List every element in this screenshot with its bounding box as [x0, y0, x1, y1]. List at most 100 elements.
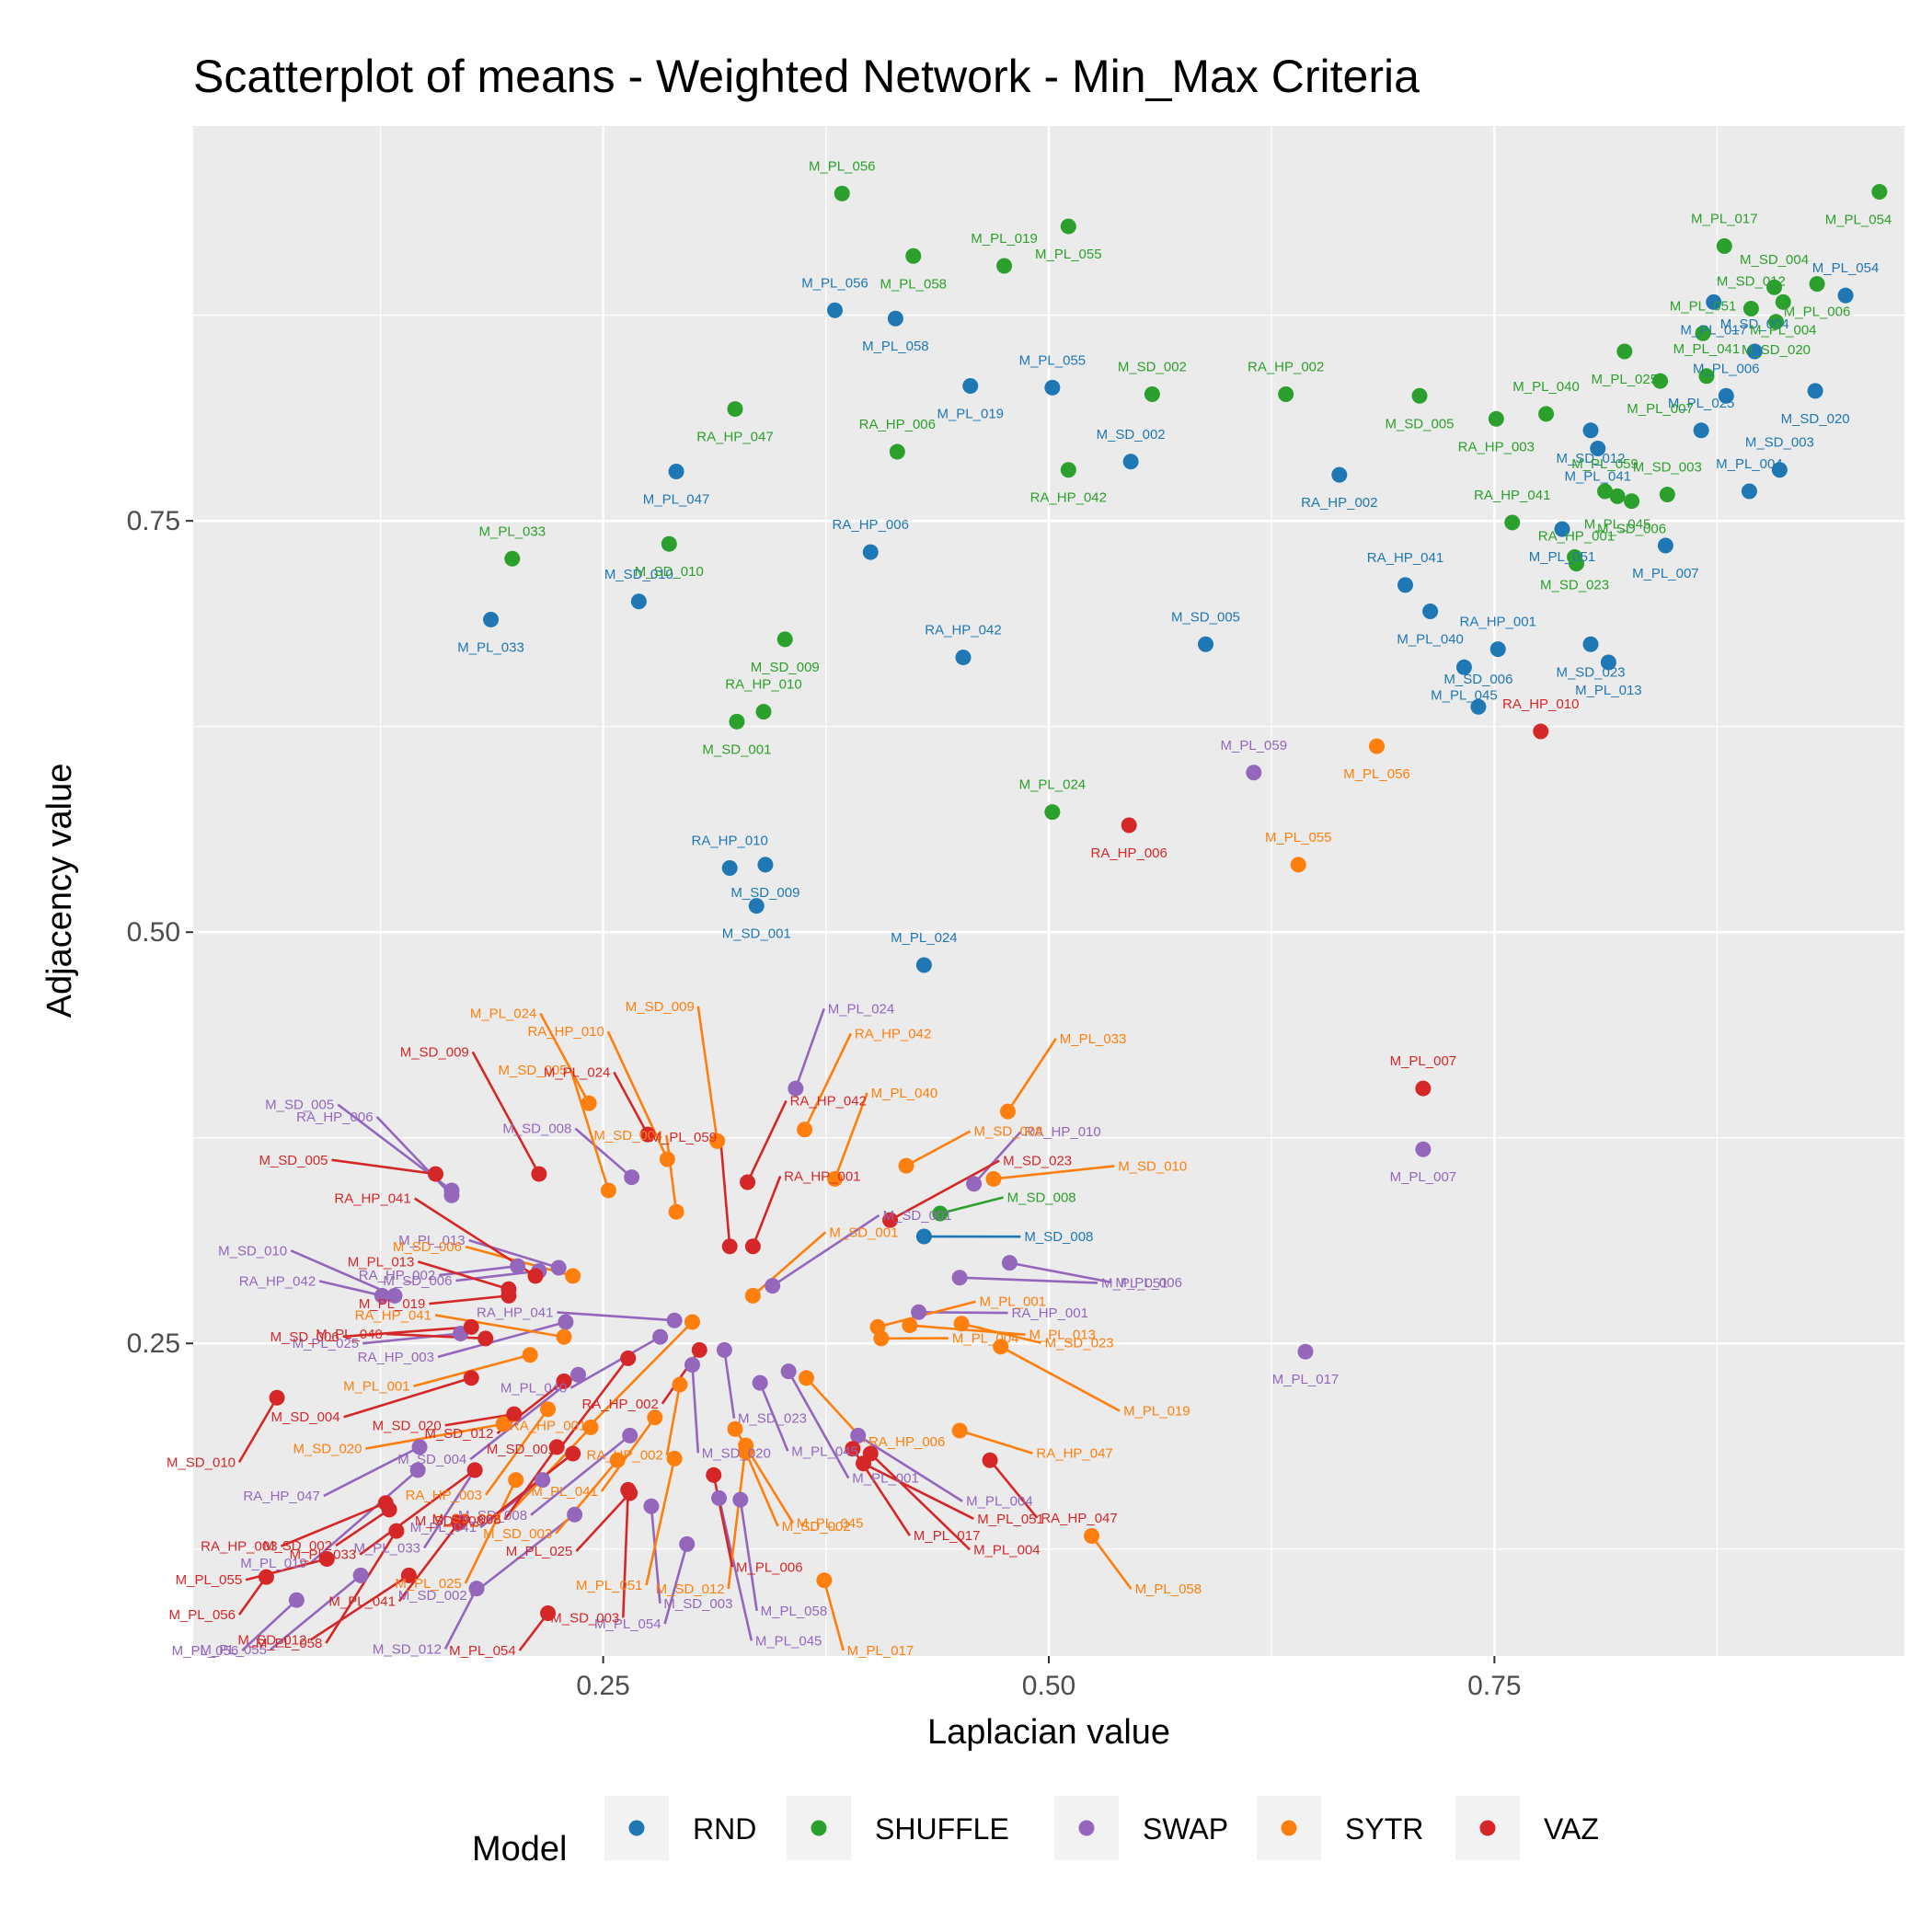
leader-line — [1009, 1261, 1112, 1284]
data-label: M_PL_017 — [1680, 322, 1747, 338]
data-label: M_SD_009 — [400, 1044, 469, 1060]
leader-line — [589, 1321, 694, 1427]
leader-line — [665, 1384, 682, 1455]
data-label: M_SD_020 — [293, 1442, 362, 1457]
data-label: M_PL_017 — [1272, 1372, 1340, 1387]
data-label: M_SD_003 — [483, 1526, 552, 1542]
leader-line — [385, 1332, 486, 1340]
leader-line — [335, 1508, 390, 1547]
x-axis-title: Laplacian value — [927, 1713, 1170, 1752]
point-rnd — [1554, 521, 1570, 537]
data-label: M_PL_055 — [1265, 830, 1332, 845]
data-label: M_SD_001 — [883, 1208, 952, 1224]
point-sytr — [495, 1416, 512, 1432]
data-label: M_SD_020 — [1781, 411, 1850, 427]
leader-line — [569, 1069, 610, 1191]
point-rnd — [827, 302, 843, 318]
data-label: M_SD_009 — [730, 885, 799, 901]
data-label: M_PL_013 — [1029, 1328, 1096, 1343]
leader-line — [905, 1130, 972, 1167]
leader-line — [575, 1492, 631, 1553]
point-rnd — [1657, 537, 1673, 554]
point-sytr — [672, 1376, 688, 1393]
data-label: M_PL_004 — [966, 1494, 1033, 1510]
data-label: M_PL_059 — [1571, 456, 1639, 472]
data-label: M_SD_010 — [604, 567, 673, 582]
data-label: RA_HP_047 — [1036, 1446, 1112, 1462]
data-label: RA_HP_041 — [334, 1191, 410, 1207]
data-points — [258, 184, 1888, 1622]
data-label: M_SD_009 — [626, 999, 695, 1015]
data-label: M_PL_033 — [1060, 1031, 1127, 1047]
point-sytr — [985, 1170, 1002, 1187]
data-label: M_SD_003 — [1745, 435, 1814, 451]
data-label: M_SD_004 — [1720, 316, 1789, 332]
point-sytr — [799, 1370, 814, 1386]
data-label: M_PL_025 — [293, 1336, 360, 1351]
data-label: M_PL_040 — [1512, 379, 1580, 395]
leader-line — [989, 1459, 1039, 1519]
point-swap — [765, 1278, 781, 1294]
point-vaz — [428, 1166, 443, 1182]
leader-line — [557, 1311, 675, 1322]
data-label: RA_HP_006 — [868, 1434, 945, 1450]
point-shuffle — [1659, 487, 1675, 503]
point-sytr — [816, 1572, 833, 1589]
point-shuffle — [1616, 343, 1633, 360]
point-vaz — [269, 1389, 285, 1406]
point-swap — [288, 1592, 305, 1608]
leader-line — [877, 1300, 976, 1328]
data-label: M_PL_025 — [395, 1576, 462, 1592]
data-label: M_PL_059 — [650, 1130, 718, 1145]
leader-line — [484, 1409, 549, 1496]
data-label: M_PL_006 — [1693, 361, 1760, 376]
point-vaz — [506, 1406, 523, 1422]
data-label: M_SD_005 — [1385, 416, 1454, 431]
data-label: RA_HP_010 — [1024, 1124, 1100, 1140]
leader-line — [270, 1574, 362, 1650]
data-label: M_PL_056 — [168, 1607, 236, 1623]
point-vaz — [622, 1485, 638, 1501]
data-label: M_PL_001 — [343, 1379, 410, 1395]
leader-line — [645, 1458, 676, 1586]
data-label: M_PL_006 — [1784, 305, 1851, 320]
point-rnd — [862, 544, 879, 560]
leader-line — [960, 1276, 1098, 1284]
data-label: M_PL_056 — [801, 275, 868, 291]
data-label: M_PL_047 — [643, 492, 710, 508]
point-rnd — [1771, 462, 1788, 478]
data-label: RA_HP_006 — [859, 417, 936, 432]
point-shuffle — [1609, 488, 1626, 504]
data-label: M_PL_006 — [736, 1559, 803, 1575]
point-shuffle — [1742, 300, 1759, 316]
y-tick-label: 0.75 — [127, 506, 180, 536]
data-label: M_PL_051 — [1101, 1275, 1168, 1291]
point-swap — [643, 1498, 660, 1514]
point-sytr — [869, 1318, 886, 1335]
leader-line — [325, 1530, 397, 1644]
point-vaz — [463, 1370, 479, 1386]
data-label: M_PL_041 — [531, 1484, 598, 1500]
point-vaz — [639, 1126, 656, 1143]
point-shuffle — [1695, 325, 1711, 341]
point-vaz — [691, 1341, 707, 1358]
point-rnd — [630, 593, 647, 610]
data-label: M_PL_055 — [1019, 352, 1087, 368]
data-label: M_PL_041 — [1673, 341, 1741, 357]
point-sytr — [565, 1268, 581, 1284]
data-label: RA_HP_047 — [243, 1489, 319, 1504]
data-label: M_SD_023 — [1556, 664, 1625, 680]
point-sytr — [738, 1443, 754, 1460]
data-label: M_SD_002 — [1097, 427, 1166, 443]
point-shuffle — [727, 401, 743, 418]
point-vaz — [1415, 1080, 1432, 1097]
leader-line — [417, 1260, 510, 1291]
data-label: M_SD_010 — [218, 1243, 287, 1259]
leader-line — [606, 1030, 669, 1160]
data-label: M_SD_006 — [383, 1273, 452, 1289]
point-vaz — [500, 1287, 517, 1304]
data-label: RA_HP_042 — [925, 623, 1001, 638]
data-label: M_PL_013 — [348, 1254, 415, 1270]
point-rnd — [1198, 636, 1213, 652]
